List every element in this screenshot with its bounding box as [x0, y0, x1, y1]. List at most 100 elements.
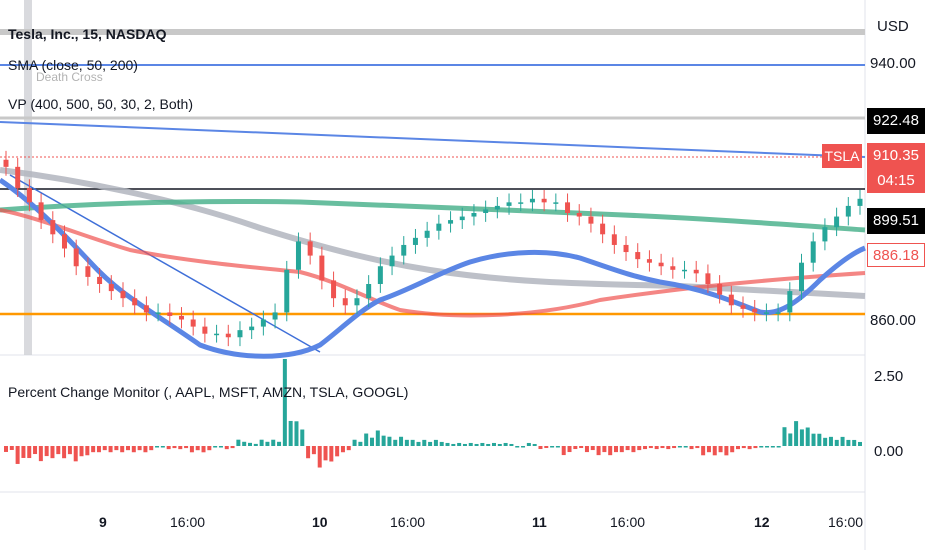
indicator-bar	[218, 446, 223, 448]
candle-body	[85, 266, 91, 277]
indicator-bar	[770, 446, 775, 448]
indicator-bar	[788, 433, 793, 446]
candle-body	[38, 202, 44, 221]
indicator-bar	[480, 442, 485, 446]
candle-body	[284, 269, 290, 313]
indicator-bar	[207, 446, 212, 451]
indicator-bar	[306, 446, 311, 459]
indicator-bar	[759, 446, 764, 448]
indicator-bar	[579, 446, 584, 449]
candle-body	[26, 188, 32, 203]
candle-body	[3, 159, 9, 167]
indicator-bar	[555, 446, 560, 448]
indicator-bar	[91, 446, 96, 453]
indicator-bar	[56, 446, 61, 455]
indicator-bar	[335, 446, 340, 457]
time-label-9: 9	[99, 514, 107, 530]
candle-body	[295, 241, 301, 270]
candle-body	[143, 305, 149, 313]
indicator-bar	[858, 441, 862, 446]
indicator-bar	[62, 446, 67, 459]
indicator-bar	[823, 437, 828, 446]
candle-body	[401, 244, 407, 256]
indicator-bar	[747, 446, 752, 450]
currency-label: USD	[877, 18, 909, 35]
candle-body	[576, 213, 582, 217]
indicator-bar	[677, 446, 682, 448]
indicator-bar	[457, 442, 462, 446]
indicator-bar	[4, 446, 8, 452]
indicator-bar	[236, 439, 241, 446]
indicator-tick-0-00: 0.00	[874, 443, 904, 460]
candle-body	[600, 223, 606, 235]
sma-legend[interactable]: SMA (close, 50, 200)	[8, 57, 138, 73]
indicator-bar	[497, 443, 502, 446]
indicator-bar	[126, 446, 130, 451]
candle-body	[354, 298, 360, 306]
indicator-bar	[590, 446, 595, 451]
indicator-bar	[817, 433, 822, 446]
indicator-bar	[596, 446, 601, 456]
indicator-bar	[178, 446, 183, 450]
candle-body	[97, 276, 103, 284]
symbol-title[interactable]: Tesla, Inc., 15, NASDAQ	[8, 26, 167, 42]
indicator-bar	[828, 436, 833, 446]
indicator-bar	[143, 446, 148, 453]
candle-body	[717, 284, 723, 295]
candle-body	[424, 230, 430, 238]
candle-body	[167, 312, 173, 316]
candle-body	[61, 234, 67, 249]
indicator-bar	[718, 446, 723, 453]
indicator-bar	[137, 446, 142, 451]
candle-body	[319, 255, 325, 281]
indicator-bar	[492, 442, 496, 446]
indicator-bar	[666, 446, 671, 450]
crosshair-vertical	[24, 0, 32, 355]
indicator-bar	[811, 433, 816, 446]
candle-body	[845, 205, 851, 217]
indicator-bar	[550, 446, 555, 448]
indicator-bar	[608, 446, 613, 456]
candle-body	[448, 220, 454, 224]
indicator-bar	[614, 446, 618, 453]
indicator-bar	[695, 446, 700, 449]
candle-body	[331, 280, 337, 299]
indicator-bars-layer	[4, 359, 862, 468]
indicator-bar	[526, 442, 531, 446]
indicator-bar	[672, 446, 677, 449]
indicator-bar	[300, 429, 305, 446]
death-cross-label: Death Cross	[36, 70, 103, 84]
indicator-bar	[224, 446, 229, 450]
indicator-bar	[73, 446, 78, 462]
indicator-bar	[230, 446, 235, 449]
indicator-bar	[282, 359, 287, 446]
indicator-bar	[852, 439, 857, 446]
indicator-bar	[294, 421, 299, 446]
indicator-bar	[794, 421, 799, 446]
candle-body	[494, 205, 500, 210]
indicator-bar	[213, 446, 218, 448]
indicator-bar	[416, 441, 421, 446]
indicator-bar	[67, 446, 72, 455]
trendline-blue-long	[0, 121, 866, 158]
candle-body	[810, 241, 816, 263]
time-label-1600-d: 16:00	[828, 514, 864, 530]
candle-body	[799, 262, 805, 292]
candle-body	[611, 234, 617, 245]
indicator-bar	[253, 443, 258, 446]
time-label-1600-b: 16:00	[390, 514, 426, 530]
candle-body	[658, 262, 664, 267]
price-tag-922: 922.48	[867, 108, 925, 134]
candle-body	[120, 291, 126, 299]
candle-body	[471, 213, 477, 217]
candle-body	[377, 266, 383, 284]
indicator-bar	[387, 436, 392, 446]
price-tick-860: 860.00	[870, 312, 916, 329]
indicator-title[interactable]: Percent Change Monitor (, AAPL, MSFT, AM…	[8, 384, 409, 400]
indicator-bar	[340, 446, 345, 453]
indicator-bar	[439, 441, 444, 446]
indicator-tick-2-50: 2.50	[874, 368, 904, 385]
vp-legend[interactable]: VP (400, 500, 50, 30, 2, Both)	[8, 96, 193, 112]
indicator-bar	[660, 446, 665, 449]
